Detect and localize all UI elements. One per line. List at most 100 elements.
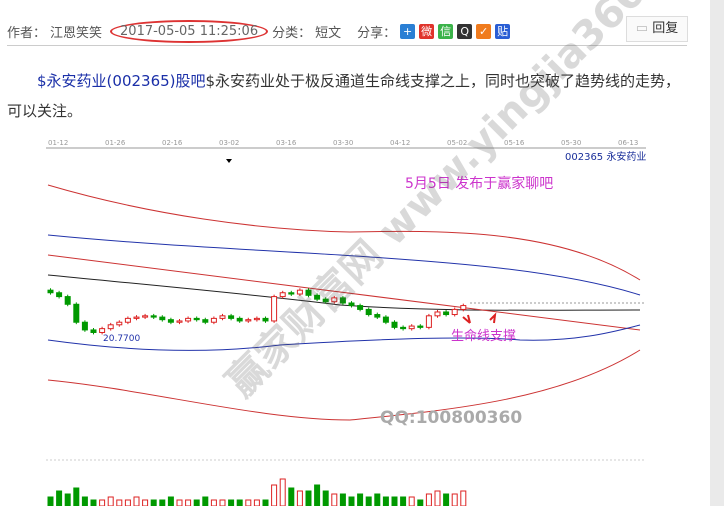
volume-bar [64, 493, 71, 506]
support-annotation: 生命线支撑 [451, 328, 516, 344]
share-label: 分享： [357, 26, 397, 41]
qzone-icon[interactable]: ✓ [476, 24, 492, 39]
post-meta: 作者： 江恩笑笑 2017-05-05 11:25:06 分类： 短文 分享： … [7, 20, 518, 43]
category-value[interactable]: 短文 [315, 26, 342, 41]
volume-bar [271, 484, 278, 506]
volume-bar [228, 499, 235, 506]
candle [262, 317, 269, 322]
lower-band [47, 324, 641, 351]
low-price-label: 20.7700 [103, 334, 140, 344]
candle [271, 296, 278, 322]
volume-bar [391, 496, 398, 506]
candle [253, 317, 260, 321]
share-icons: + 微信 Q ✓ 贴 [400, 24, 514, 39]
weibo-icon[interactable]: 微 [419, 24, 435, 39]
marker-triangle-icon [226, 159, 232, 163]
category-label: 分类： [272, 26, 312, 41]
author-name[interactable]: 江恩笑笑 [50, 26, 103, 41]
volume-bar [357, 493, 364, 506]
candle [150, 315, 157, 318]
candle [56, 292, 63, 298]
volume-bar [279, 478, 286, 506]
wechat-icon[interactable]: 信 [438, 24, 454, 39]
volume-bar [339, 493, 346, 506]
volume-bar [288, 487, 295, 506]
page-scrollbar-area[interactable] [710, 0, 724, 506]
reply-label: 回复 [652, 21, 679, 36]
volume-bar [167, 496, 174, 506]
volume-bar [116, 499, 123, 506]
candle [99, 328, 106, 333]
post-date: 2017-05-05 11:25:06 [110, 20, 269, 43]
candle [81, 321, 88, 331]
candle [288, 292, 295, 295]
volume-bar [331, 493, 338, 506]
x-tick-label: 01-12 [48, 139, 68, 147]
stock-label: 002365 永安药业 [565, 150, 646, 163]
candle [64, 296, 71, 305]
volume-bar [408, 496, 415, 506]
candle [417, 325, 424, 328]
plus-share-icon[interactable]: + [400, 24, 416, 39]
author-label: 作者： [7, 26, 47, 41]
volume-bar [296, 490, 303, 506]
volume-bar [159, 499, 166, 506]
x-tick-label: 03-30 [333, 139, 353, 147]
candle [193, 317, 200, 321]
reply-button[interactable]: ▭ 回复 [626, 16, 688, 42]
lower-band-outer [47, 349, 641, 421]
x-tick-label: 03-02 [219, 139, 239, 147]
volume-bar [348, 496, 355, 506]
candle [142, 315, 149, 318]
x-tick-label: 02-16 [162, 139, 183, 147]
stock-bar-link[interactable]: $永安药业(002365)股吧 [37, 72, 206, 90]
volume-bar [150, 499, 157, 506]
volume-bar [185, 499, 192, 506]
candle [374, 314, 381, 318]
candle [305, 289, 312, 296]
candle [124, 317, 131, 323]
volume-bar [107, 496, 114, 506]
volume-bar [400, 496, 407, 506]
candle [357, 305, 364, 310]
candle [116, 321, 123, 326]
candle [245, 319, 252, 322]
candle [296, 289, 303, 295]
candle [176, 320, 183, 323]
volume-bar [210, 499, 217, 506]
candle [167, 319, 174, 323]
middle-line [47, 274, 641, 311]
upper-band-outer [47, 184, 641, 281]
candle [210, 317, 217, 323]
volume-bar [245, 499, 252, 506]
candle [339, 297, 346, 304]
candle [219, 315, 226, 319]
volume-bar [99, 499, 106, 506]
candle [348, 302, 355, 307]
volume-bar [443, 493, 450, 506]
volume-bar [314, 484, 321, 506]
volume-bar [253, 499, 260, 506]
candle [73, 303, 80, 323]
candle [314, 294, 321, 300]
candle [451, 308, 458, 316]
candle [460, 305, 467, 310]
volume-bar [305, 490, 312, 506]
volume-bar [47, 496, 54, 506]
candle [331, 297, 338, 303]
volume-bar [193, 499, 200, 506]
watermark: 赢家财富网 www.yingjia360.com [218, 0, 710, 406]
post-body: $永安药业(002365)股吧$永安药业处于极反通道生命线支撑之上，同时也突破了… [7, 66, 687, 126]
candle [90, 329, 97, 333]
x-tick-label: 03-16 [276, 139, 297, 147]
candle [107, 324, 114, 330]
candle [202, 319, 209, 323]
volume-bar [425, 493, 432, 506]
qq-icon[interactable]: Q [457, 24, 473, 39]
candle [443, 311, 450, 316]
volume-bar [262, 499, 269, 506]
volume-bar [81, 496, 88, 506]
tieba-icon[interactable]: 贴 [495, 24, 511, 39]
volume-bar [236, 499, 243, 506]
